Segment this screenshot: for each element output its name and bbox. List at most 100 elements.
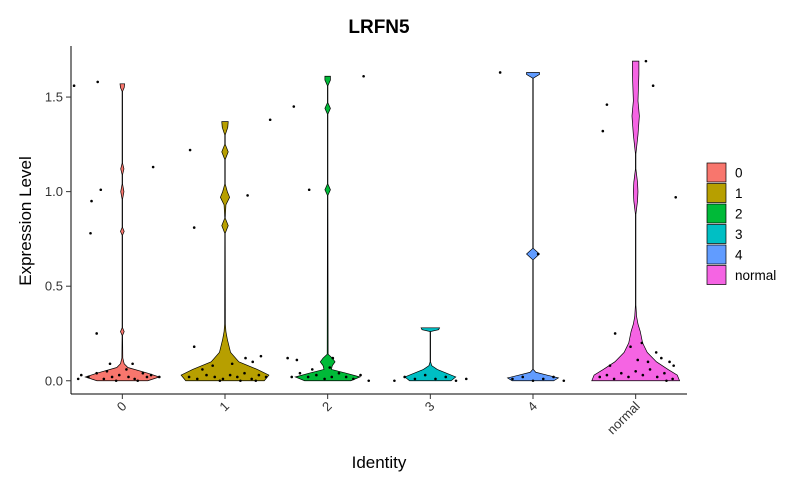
data-point-1-8: [259, 354, 263, 358]
data-point-3-3: [434, 377, 437, 381]
data-point-4-2: [511, 377, 514, 381]
data-point-normal-24: [608, 364, 612, 367]
plot-area: [72, 59, 681, 383]
data-point-normal-19: [641, 373, 645, 377]
x-tick-label: normal: [604, 398, 643, 437]
legend-label-0: 0: [735, 166, 743, 181]
x-tick-label: 4: [524, 399, 540, 415]
data-point-1-5: [201, 368, 204, 371]
data-point-normal-10: [660, 356, 663, 360]
data-point-3-7: [393, 379, 396, 383]
violin-0: [84, 83, 161, 382]
data-point-normal-4: [674, 196, 678, 199]
data-point-1-12: [213, 375, 217, 379]
data-point-2-1: [362, 74, 365, 78]
data-point-2-7: [298, 371, 302, 375]
data-point-0-19: [157, 375, 161, 379]
data-point-1-4: [192, 345, 196, 349]
x-tick-label: 0: [114, 399, 130, 415]
data-point-1-23: [254, 379, 258, 383]
y-tick-label: 1.0: [45, 184, 63, 199]
legend-label-2: 2: [735, 207, 743, 222]
data-point-0-22: [136, 379, 140, 383]
data-point-3-6: [464, 377, 468, 381]
data-point-4-1: [536, 252, 540, 256]
data-point-0-1: [96, 80, 99, 84]
x-tick-label: 3: [422, 399, 438, 415]
data-point-1-17: [250, 377, 253, 381]
data-point-3-2: [423, 373, 427, 377]
data-point-2-14: [352, 377, 355, 381]
data-point-normal-11: [668, 360, 671, 364]
data-point-0-3: [99, 188, 103, 192]
legend-swatch-normal: [706, 265, 727, 285]
data-point-2-15: [359, 373, 362, 377]
legend-swatch-4: [706, 244, 727, 265]
data-point-0-16: [133, 377, 136, 381]
data-point-4-5: [541, 377, 545, 381]
data-point-normal-8: [646, 360, 650, 364]
data-point-4-7: [562, 379, 566, 383]
data-point-1-0: [188, 148, 192, 152]
data-point-0-15: [127, 375, 130, 379]
data-point-normal-1: [605, 103, 609, 106]
violin-3: [404, 327, 457, 382]
data-point-2-18: [328, 366, 332, 369]
data-point-2-17: [310, 368, 314, 371]
data-point-0-21: [114, 379, 118, 383]
data-point-1-10: [195, 377, 199, 381]
data-point-normal-21: [655, 375, 659, 379]
y-axis-title: Expression Level: [16, 156, 35, 285]
data-point-1-3: [246, 194, 249, 197]
x-tick-label: 2: [319, 399, 335, 415]
data-point-1-16: [243, 371, 246, 375]
data-point-normal-20: [648, 368, 652, 371]
data-point-0-10: [87, 375, 90, 379]
data-point-normal-9: [654, 351, 658, 354]
y-tick-label: 0.0: [45, 373, 63, 388]
data-point-normal-14: [605, 373, 609, 377]
legend-label-3: 3: [735, 227, 743, 242]
data-point-normal-22: [663, 371, 666, 375]
data-point-normal-0: [601, 129, 605, 133]
data-point-1-14: [228, 373, 232, 377]
data-point-1-13: [221, 377, 225, 381]
data-point-1-19: [264, 375, 268, 379]
data-point-1-18: [257, 373, 261, 377]
data-point-normal-16: [619, 371, 623, 375]
data-point-1-6: [244, 356, 247, 360]
data-point-2-9: [315, 373, 318, 377]
data-point-normal-13: [598, 375, 602, 379]
data-point-0-13: [110, 375, 114, 379]
data-point-0-14: [117, 373, 121, 377]
data-point-0-8: [131, 362, 134, 366]
data-point-3-4: [444, 375, 448, 379]
data-point-2-11: [330, 375, 334, 379]
data-point-1-2: [192, 226, 196, 229]
data-point-1-9: [187, 375, 191, 379]
data-point-normal-15: [612, 377, 616, 381]
data-point-2-3: [286, 356, 289, 360]
data-point-4-4: [531, 379, 535, 383]
x-axis-title: Identity: [352, 453, 407, 472]
data-point-2-13: [344, 375, 348, 379]
data-point-3-0: [403, 375, 406, 379]
legend-label-normal: normal: [735, 268, 776, 283]
data-point-normal-23: [671, 377, 674, 381]
data-point-normal-25: [636, 358, 640, 362]
data-point-normal-5: [613, 332, 617, 335]
data-point-1-7: [251, 360, 255, 364]
y-tick-label: 0.5: [45, 279, 63, 294]
data-point-0-6: [95, 332, 98, 335]
data-point-2-0: [292, 105, 296, 108]
data-point-0-12: [102, 377, 106, 381]
data-point-normal-12: [672, 364, 675, 367]
data-point-4-0: [498, 71, 502, 74]
violin-4: [506, 72, 560, 382]
data-point-4-6: [552, 375, 555, 379]
data-point-2-8: [306, 375, 310, 379]
data-point-normal-2: [644, 59, 648, 63]
legend-swatch-2: [706, 203, 727, 224]
violin-2: [294, 75, 362, 382]
